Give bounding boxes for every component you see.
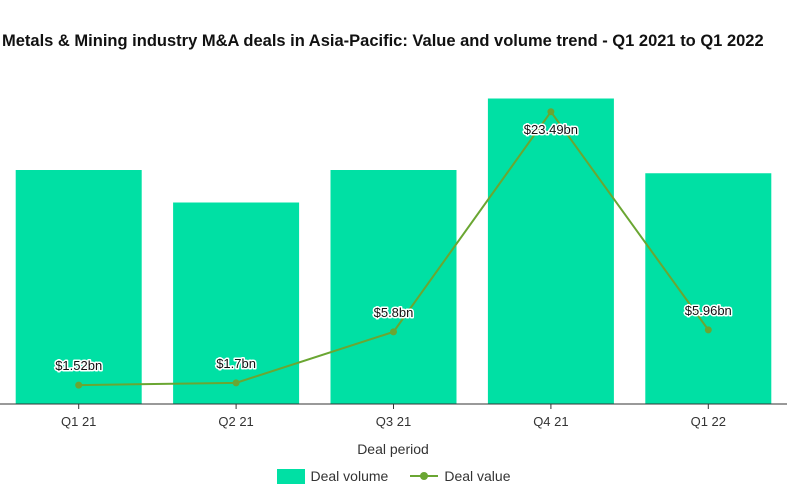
x-tick-label: Q1 21: [61, 414, 96, 429]
x-axis-label: Deal period: [357, 441, 429, 457]
chart-title: Metals & Mining industry M&A deals in As…: [2, 32, 764, 50]
legend-item-value[interactable]: Deal value: [410, 468, 510, 484]
value-line-group: [75, 108, 712, 389]
value-point-q1-21[interactable]: [75, 381, 83, 389]
value-point-q2-21[interactable]: [232, 379, 240, 387]
legend-item-volume[interactable]: Deal volume: [276, 468, 389, 484]
bar-q2-21[interactable]: [173, 202, 300, 405]
legend-line-swatch: [410, 468, 439, 484]
data-label: $1.52bn: [55, 358, 102, 373]
data-label-group: $1.52bn $1.7bn $5.8bn $23.49bn $5.96bn: [54, 120, 734, 374]
data-label: $23.49bn: [524, 122, 578, 137]
bar-group: [15, 98, 772, 405]
legend-bar-swatch: [276, 468, 305, 484]
data-label: $5.96bn: [685, 303, 732, 318]
data-label: $1.7bn: [216, 356, 256, 371]
legend: Deal volume Deal value: [0, 468, 787, 484]
value-point-q4-21[interactable]: [547, 108, 555, 116]
bar-q3-21[interactable]: [330, 170, 457, 404]
bar-q1-22[interactable]: [645, 173, 772, 404]
x-tick-label: Q1 22: [691, 414, 726, 429]
value-point-q3-21[interactable]: [390, 328, 397, 336]
legend-label-volume: Deal volume: [310, 468, 389, 484]
legend-label-value: Deal value: [444, 468, 511, 484]
value-point-q1-22[interactable]: [704, 326, 712, 334]
data-label: $5.8bn: [374, 305, 414, 320]
x-tick-label: Q2 21: [218, 414, 253, 429]
x-tick-label: Q4 21: [533, 414, 568, 429]
bar-q4-21[interactable]: [487, 98, 614, 405]
x-tick-label: Q3 21: [376, 414, 411, 429]
x-tick-group: Q1 21 Q2 21 Q3 21 Q4 21 Q1 22: [61, 404, 726, 429]
bar-q1-21[interactable]: [15, 170, 142, 404]
